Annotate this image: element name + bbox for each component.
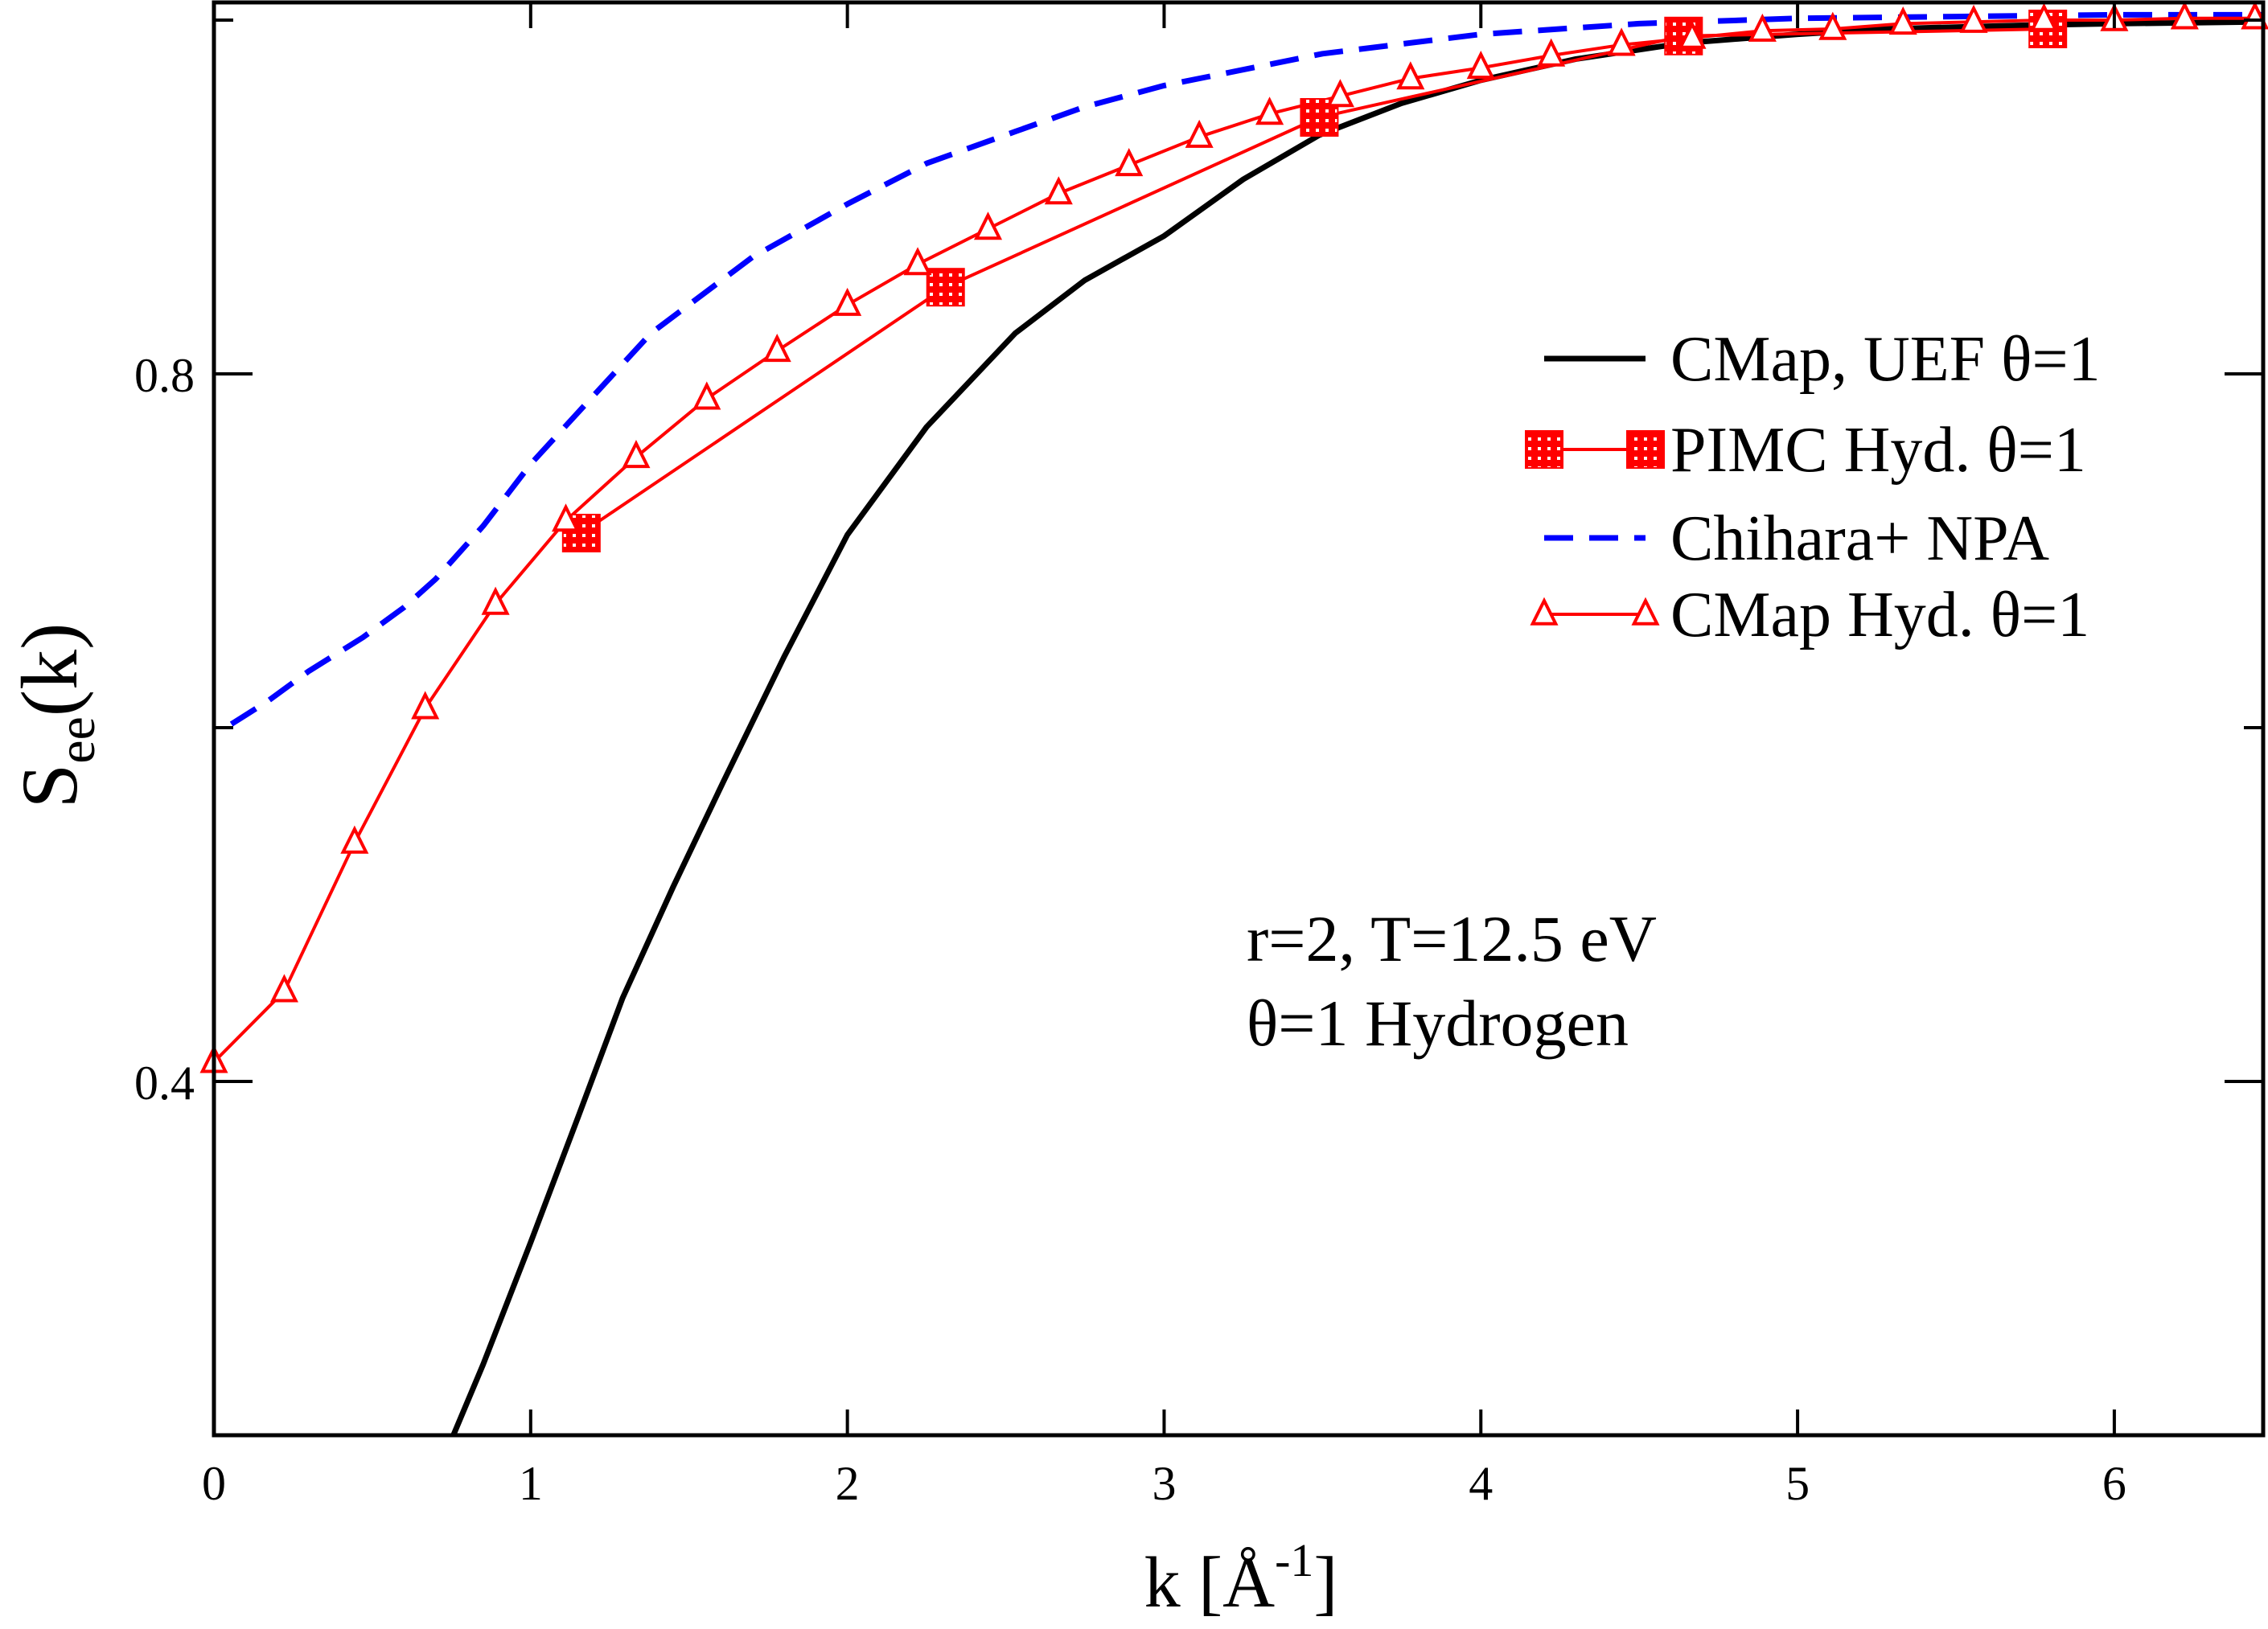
triangle-marker: [1959, 4, 1988, 33]
triangle-marker: [2029, 2, 2059, 31]
triangle-marker: [481, 586, 510, 615]
y-tick-label: 0.4: [134, 1057, 195, 1110]
triangle-marker: [411, 691, 440, 720]
y-axis-label: See(k): [5, 623, 106, 809]
x-tick-label: 0: [202, 1457, 226, 1510]
triangle-marker: [2170, 1, 2199, 30]
series-line-0: [450, 18, 2263, 1435]
square-marker: [926, 268, 965, 307]
x-axis-label-sup: -1: [1275, 1534, 1313, 1586]
x-axis-label-close: ]: [1313, 1543, 1337, 1623]
triangle-marker: [1530, 597, 1559, 626]
legend-label: PIMC Hyd. θ=1: [1670, 415, 2086, 486]
triangle-marker: [1396, 61, 1425, 90]
series-line-3: [214, 16, 2255, 1064]
triangle-marker: [622, 440, 651, 469]
y-axis-label-main: S: [5, 764, 94, 809]
triangle-marker: [833, 287, 862, 316]
triangle-marker: [269, 974, 298, 1003]
triangle-marker: [1818, 11, 1847, 40]
triangle-marker: [340, 825, 369, 854]
square-marker: [1626, 430, 1665, 469]
triangle-marker: [1537, 38, 1566, 67]
triangle-marker: [1185, 119, 1214, 148]
triangle-marker: [551, 503, 581, 532]
triangle-marker: [1466, 51, 1495, 80]
x-tick-label: 1: [519, 1457, 543, 1510]
legend-label: Chihara+ NPA: [1670, 503, 2049, 574]
y-tick-label: 0.8: [134, 349, 195, 402]
triangle-marker: [1748, 13, 1777, 42]
y-axis-label-tail: (k): [5, 623, 94, 717]
triangle-marker: [903, 247, 932, 276]
x-tick-label: 3: [1152, 1457, 1176, 1510]
triangle-marker: [1044, 176, 1073, 205]
plot-frame: [212, 0, 2266, 1438]
triangle-marker: [2241, 1, 2268, 30]
triangle-marker: [692, 381, 721, 410]
triangle-marker: [973, 211, 1003, 240]
triangle-marker: [1607, 27, 1636, 56]
x-tick-label: 5: [1785, 1457, 1810, 1510]
x-tick-label: 6: [2102, 1457, 2126, 1510]
annotation-line-2: θ=1 Hydrogen: [1247, 987, 1629, 1060]
x-axis-label-main: k [Å: [1144, 1543, 1275, 1623]
legend-label: CMap, UEF θ=1: [1670, 324, 2101, 395]
triangle-marker: [1255, 96, 1284, 125]
annotation-line-1: r=2, T=12.5 eV: [1247, 902, 1657, 975]
legend-label: CMap Hyd. θ=1: [1670, 580, 2089, 650]
legend: CMap, UEF θ=1 PIMC Hyd. θ=1 Chihara+ NPACM…: [1525, 324, 2101, 650]
x-axis-label: k [Å-1]: [1144, 1534, 1338, 1623]
triangle-marker: [1631, 597, 1660, 626]
triangle-marker: [1115, 148, 1144, 177]
triangle-marker: [1888, 6, 1917, 35]
x-tick-label: 4: [1469, 1457, 1493, 1510]
triangle-marker: [762, 334, 791, 363]
x-tick-label: 2: [836, 1457, 860, 1510]
triangle-marker: [1325, 79, 1354, 108]
square-marker: [1525, 430, 1563, 469]
triangle-marker: [1678, 20, 1707, 49]
y-axis-label-sub: ee: [47, 716, 106, 764]
